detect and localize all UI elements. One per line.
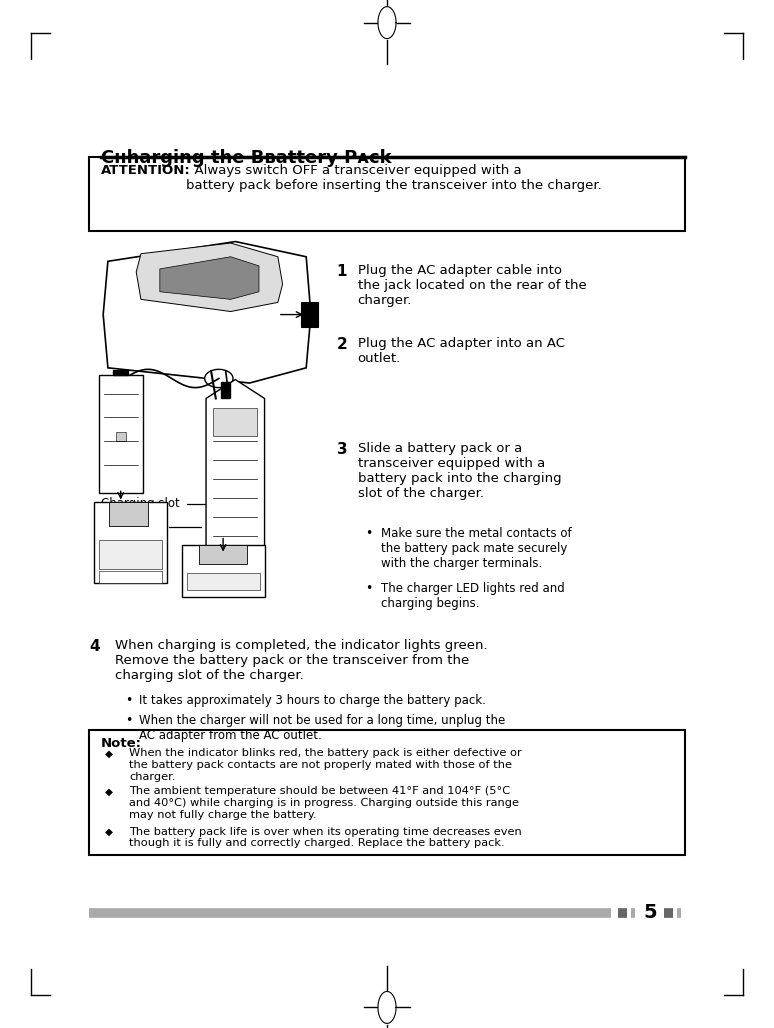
Text: •: •	[125, 694, 133, 707]
Text: 5: 5	[643, 904, 657, 922]
Text: Slide a battery pack or a
transceiver equipped with a
battery pack into the char: Slide a battery pack or a transceiver eq…	[358, 442, 561, 500]
Text: Plug the AC adapter cable into
the jack located on the rear of the
charger.: Plug the AC adapter cable into the jack …	[358, 264, 587, 307]
FancyBboxPatch shape	[89, 157, 685, 231]
Text: ATTENTION:: ATTENTION:	[101, 164, 190, 178]
Text: The ambient temperature should be between 41°F and 104°F (5°C
and 40°C) while ch: The ambient temperature should be betwee…	[129, 786, 519, 819]
Text: The battery pack life is over when its operating time decreases even
though it i: The battery pack life is over when its o…	[129, 827, 522, 848]
Text: ◆: ◆	[104, 786, 112, 797]
Text: The charger LED lights red and
charging begins.: The charger LED lights red and charging …	[381, 582, 564, 610]
Text: When the charger will not be used for a long time, unplug the
AC adapter from th: When the charger will not be used for a …	[139, 714, 505, 742]
Text: Cʜharging the Bʙattery Pᴀck: Cʜharging the Bʙattery Pᴀck	[101, 149, 391, 168]
Text: Plug the AC adapter into an AC
outlet.: Plug the AC adapter into an AC outlet.	[358, 337, 564, 365]
Text: •: •	[365, 527, 373, 541]
Text: 1: 1	[337, 264, 348, 280]
Text: Indicator: Indicator	[101, 521, 153, 534]
Text: •: •	[365, 582, 373, 595]
Text: Note:: Note:	[101, 737, 142, 750]
Text: It takes approximately 3 hours to charge the battery pack.: It takes approximately 3 hours to charge…	[139, 694, 486, 707]
Text: ◆: ◆	[104, 748, 112, 759]
Text: 4: 4	[89, 639, 100, 655]
Text: Make sure the metal contacts of
the battery pack mate securely
with the charger : Make sure the metal contacts of the batt…	[381, 527, 571, 571]
Text: Charging slot: Charging slot	[101, 498, 180, 510]
Text: When the indicator blinks red, the battery pack is either defective or
the batte: When the indicator blinks red, the batte…	[129, 748, 522, 781]
Text: 2: 2	[337, 337, 348, 353]
Text: ◆: ◆	[104, 827, 112, 837]
Text: •: •	[125, 714, 133, 728]
FancyBboxPatch shape	[89, 730, 685, 855]
Text: When charging is completed, the indicator lights green.
Remove the battery pack : When charging is completed, the indicato…	[115, 639, 487, 683]
Text: 3: 3	[337, 442, 348, 457]
Text: Always switch OFF a transceiver equipped with a
battery pack before inserting th: Always switch OFF a transceiver equipped…	[186, 164, 601, 192]
